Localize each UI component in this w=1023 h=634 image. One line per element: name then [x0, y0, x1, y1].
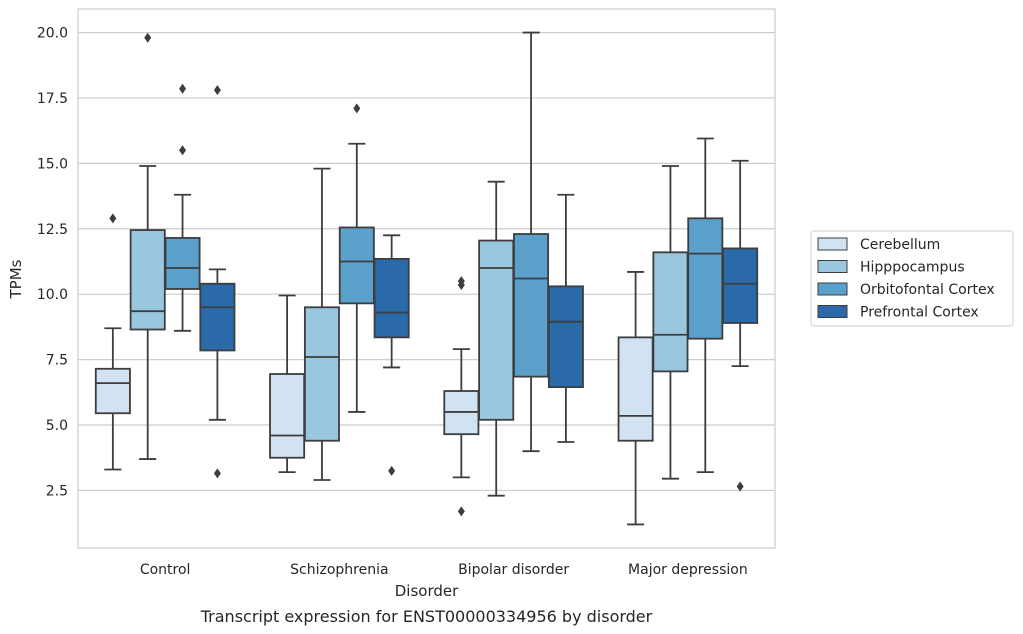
- box-control: [164, 83, 201, 332]
- box-control: [199, 85, 236, 479]
- legend-swatch: [817, 305, 848, 318]
- box-major-depression: [687, 137, 724, 474]
- box-body: [513, 233, 550, 378]
- outlier-point: [179, 83, 187, 94]
- legend-swatch: [817, 282, 848, 296]
- outlier-point: [213, 468, 221, 479]
- box-schizophrenia: [269, 294, 306, 474]
- box-body: [687, 217, 724, 340]
- box-body: [547, 285, 584, 388]
- box-major-depression: [652, 165, 689, 480]
- box-series-group: [94, 31, 759, 526]
- series-orbitofontal-cortex: [164, 31, 724, 474]
- chart-caption: Transcript expression for ENST0000033495…: [200, 607, 653, 626]
- outlier-point: [457, 280, 465, 291]
- y-tick-label: 12.5: [37, 222, 68, 238]
- box-body: [129, 229, 166, 331]
- box-body: [199, 282, 236, 352]
- y-tick-label: 10.0: [37, 287, 68, 303]
- box-control: [129, 32, 166, 460]
- x-axis-title: Disorder: [395, 582, 459, 600]
- legend-swatch: [817, 260, 848, 273]
- y-tick-label: 17.5: [37, 91, 68, 107]
- box-schizophrenia: [373, 234, 410, 476]
- box-body: [338, 226, 375, 305]
- box-schizophrenia: [303, 167, 340, 481]
- y-tick-label: 20.0: [37, 26, 68, 42]
- series-cerebellum: [94, 213, 654, 526]
- box-body: [164, 237, 201, 290]
- box-body: [478, 239, 515, 421]
- box-body: [722, 247, 759, 324]
- legend-frame: [810, 230, 1014, 327]
- legend: Cerebellum Hipppocampus Orbitofontal Corte…: [810, 230, 1014, 327]
- legend-label: Hipppocampus: [860, 260, 965, 276]
- outlier-point: [144, 32, 152, 43]
- box-bipolar-disorder: [547, 193, 584, 443]
- x-tick-label: Bipolar disorder: [458, 562, 569, 578]
- box-body: [94, 367, 131, 415]
- y-tick-label: 5.0: [46, 418, 68, 434]
- outlier-point: [457, 506, 465, 517]
- y-axis-title: TPMs: [7, 259, 25, 299]
- box-major-depression: [617, 271, 654, 526]
- outlier-point: [213, 85, 221, 96]
- box-body: [303, 306, 340, 442]
- box-body: [269, 373, 306, 459]
- box-body: [373, 257, 410, 339]
- outlier-point: [109, 213, 117, 224]
- series-prefrontal-cortex: [199, 85, 759, 492]
- legend-label: Prefrontal Cortex: [860, 305, 979, 321]
- grid-lines: [78, 31, 775, 492]
- legend-swatch: [817, 237, 848, 251]
- box-body: [652, 251, 689, 373]
- box-bipolar-disorder: [513, 31, 550, 453]
- plot-area-frame: [77, 8, 776, 549]
- outlier-point: [353, 103, 361, 114]
- box-schizophrenia: [338, 103, 375, 413]
- box-bipolar-disorder: [443, 276, 480, 517]
- box-body: [617, 336, 654, 442]
- legend-label: Cerebellum: [860, 237, 940, 253]
- x-tick-label: Major depression: [628, 562, 748, 578]
- box-control: [94, 213, 131, 471]
- legend-label: Orbitofontal Cortex: [860, 282, 995, 298]
- x-tick-label: Schizophrenia: [290, 562, 388, 578]
- box-bipolar-disorder: [478, 180, 515, 497]
- x-tick-label: Control: [140, 562, 191, 578]
- outlier-point: [388, 465, 396, 476]
- outlier-point: [179, 145, 187, 156]
- outlier-point: [736, 481, 744, 492]
- y-axis-ticks: 2.5 5.0 7.5 10.0 12.5 15.0 17.5 20.0: [37, 26, 68, 500]
- y-tick-label: 7.5: [46, 353, 68, 369]
- box-major-depression: [722, 159, 759, 492]
- y-tick-label: 15.0: [37, 156, 68, 172]
- x-axis-ticks: Control Schizophrenia Bipolar disorder Majo…: [140, 562, 748, 578]
- y-tick-label: 2.5: [46, 483, 68, 499]
